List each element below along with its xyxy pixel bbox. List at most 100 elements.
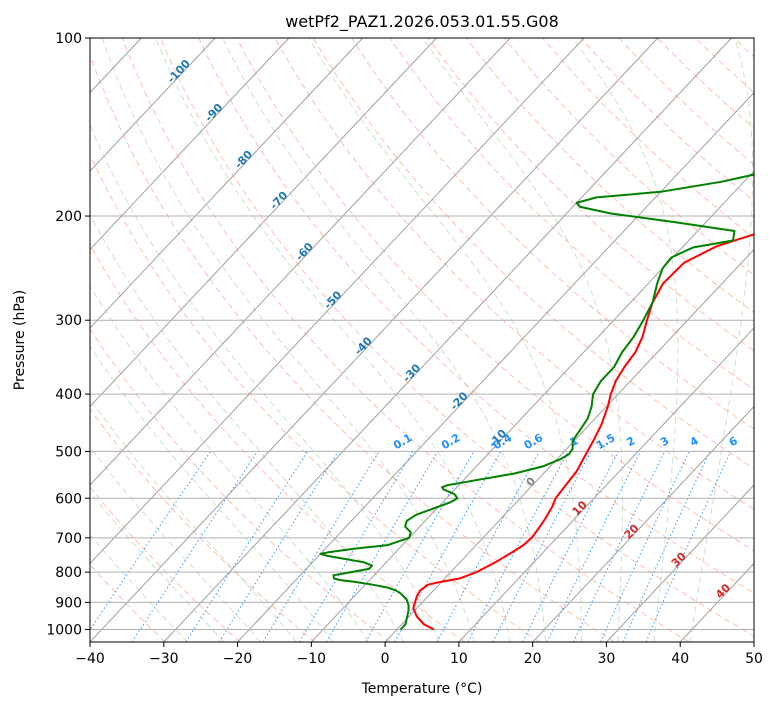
dry-adiabat-label: 20 <box>622 521 642 541</box>
mixing-ratio-line <box>573 451 666 642</box>
x-tick-label: −40 <box>75 651 105 667</box>
x-tick-label: 10 <box>450 651 468 667</box>
mixing-ratio-line <box>131 451 258 642</box>
x-tick-label: 50 <box>745 651 763 667</box>
dry-adiabat <box>504 38 754 276</box>
mixing-ratio-line <box>299 451 414 642</box>
mixing-ratio-line <box>185 451 309 642</box>
dry-adiabat <box>695 38 754 94</box>
moist-adiabat <box>155 38 511 642</box>
mixing-ratio-line <box>622 451 711 642</box>
moist-adiabat <box>90 491 225 642</box>
dry-adiabat <box>90 327 391 642</box>
mixing-ratio-label: 4 <box>688 434 701 449</box>
x-tick-label: −20 <box>223 651 253 667</box>
isotherm-label: -90 <box>202 101 225 125</box>
x-tick-label: −10 <box>297 651 327 667</box>
dry-adiabat <box>618 38 754 166</box>
x-tick-label: 30 <box>598 651 616 667</box>
mixing-ratio-line <box>645 451 732 642</box>
isotherm <box>90 38 437 408</box>
moist-adiabat <box>90 213 405 642</box>
y-axis-ticks: 100 200 300 400 500 600 700 800 900 1000 <box>46 31 90 638</box>
mixing-ratio-line <box>394 451 502 642</box>
mixing-ratio-label: 0.1 <box>391 431 414 452</box>
dry-adiabat <box>312 38 754 470</box>
pressure-grid <box>90 37 754 630</box>
moist-adiabat <box>572 38 679 642</box>
dry-adiabat <box>656 38 754 129</box>
mixing-ratio-label: 2 <box>624 434 637 449</box>
mixing-ratio-line <box>262 451 380 642</box>
mixing-ratio-label: 0.2 <box>439 431 462 452</box>
y-tick-label: 100 <box>55 31 82 47</box>
dry-adiabat-label: 40 <box>713 581 733 601</box>
y-tick-label: 700 <box>55 531 82 547</box>
moist-adiabat <box>101 38 475 642</box>
y-tick-label: 800 <box>55 565 82 581</box>
background-lines <box>0 38 754 642</box>
y-tick-label: 400 <box>55 387 82 403</box>
dry-adiabat <box>90 243 465 642</box>
y-tick-label: 500 <box>55 444 82 460</box>
mixing-ratio-label: 0.6 <box>522 431 546 452</box>
isotherm-label: 0 <box>524 474 539 489</box>
y-axis-label: Pressure (hPa) <box>12 290 28 390</box>
isotherm-label: -40 <box>352 334 375 358</box>
dry-adiabat <box>580 38 754 202</box>
dry-adiabat <box>542 38 754 239</box>
dry-adiabat <box>90 408 316 642</box>
isotherm <box>753 641 754 642</box>
isotherm-label: -50 <box>321 288 344 312</box>
mixing-ratio-line <box>436 451 540 642</box>
mixing-ratio-line <box>522 451 619 642</box>
moist-adiabat <box>90 285 369 642</box>
isotherm <box>532 405 754 642</box>
isotherm <box>90 38 290 251</box>
moist-adiabat <box>689 38 754 642</box>
chart-title: wetPf2_PAZ1.2026.053.01.55.G08 <box>285 12 559 32</box>
isotherm <box>90 38 364 329</box>
isotherm <box>90 38 511 486</box>
y-tick-label: 300 <box>55 313 82 329</box>
mixing-ratio-line <box>467 451 569 642</box>
mixing-ratio-label: 10 <box>769 432 775 451</box>
isotherm-label: -100 <box>165 57 194 86</box>
mixing-ratio-line <box>492 451 592 642</box>
dry-adiabat <box>121 38 690 642</box>
mixing-ratio-label: 8 <box>756 434 769 449</box>
moist-adiabat <box>90 123 440 642</box>
isotherm <box>606 484 754 642</box>
isotherm <box>237 91 754 642</box>
line-labels: -100-90-80-70-60-50-40-30-20-1000.1 0.2 0.… <box>165 57 775 601</box>
isotherm <box>90 38 659 642</box>
moist-adiabat <box>90 534 188 642</box>
x-tick-label: −30 <box>149 651 179 667</box>
mixing-ratio-label: 3 <box>658 434 671 449</box>
x-tick-label: 20 <box>524 651 542 667</box>
dry-adiabat <box>274 38 754 511</box>
isotherm <box>0 38 68 642</box>
isotherm <box>90 38 585 565</box>
isotherm <box>679 562 754 642</box>
dry-adiabat-label: 30 <box>669 550 689 570</box>
dry-adiabat <box>90 153 540 642</box>
isotherm <box>310 170 754 642</box>
isotherm-label: -60 <box>293 240 316 264</box>
isotherm <box>90 38 216 172</box>
x-tick-label: 0 <box>381 651 390 667</box>
mixing-ratio-line <box>218 451 339 642</box>
temperature-line <box>412 233 754 631</box>
moist-adiabat <box>90 398 297 642</box>
y-tick-label: 200 <box>55 209 82 225</box>
plot-frame <box>89 37 755 643</box>
moist-adiabat <box>90 345 333 642</box>
dry-adiabat <box>90 53 615 642</box>
y-tick-label: 600 <box>55 491 82 507</box>
isotherm-label: -80 <box>232 148 255 172</box>
dry-adiabat <box>160 38 754 637</box>
dewpoint-line <box>319 173 754 631</box>
mixing-ratio-line <box>325 451 439 642</box>
y-tick-label: 1000 <box>46 622 82 638</box>
